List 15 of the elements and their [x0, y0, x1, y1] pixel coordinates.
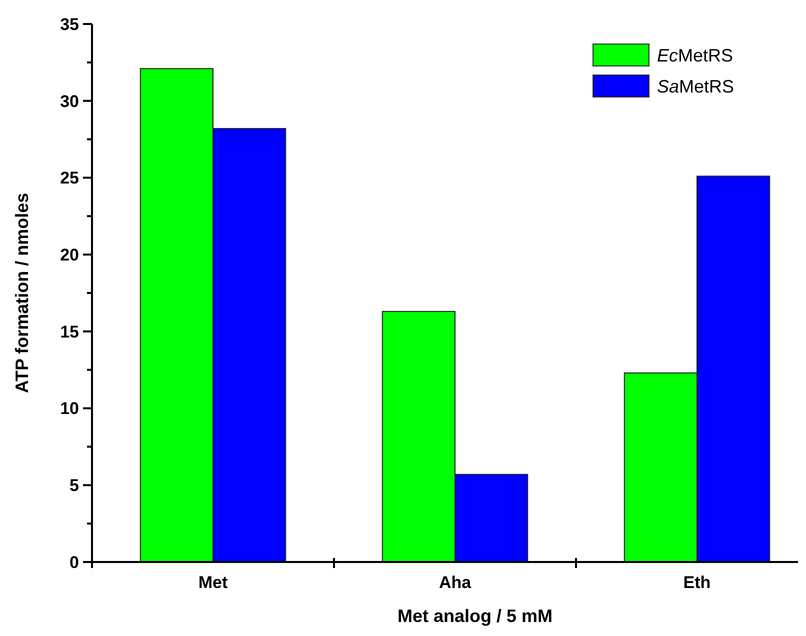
y-tick-label: 5	[70, 476, 79, 496]
y-tick-label: 20	[60, 246, 79, 265]
y-tick-label: 10	[60, 399, 79, 418]
x-axis-title: Met analog / 5 mM	[397, 606, 553, 626]
y-axis-title: ATP formation / nmoles	[12, 192, 32, 394]
y-tick-label: 0	[70, 552, 79, 572]
legend-label: SaMetRS	[657, 76, 734, 96]
y-tick-label: 25	[60, 168, 79, 188]
x-tick-label: Aha	[438, 573, 472, 592]
legend-label: EcMetRS	[657, 45, 734, 66]
x-tick-label: Met	[198, 573, 228, 592]
y-tick-label: 30	[60, 92, 79, 111]
x-tick-label: Eth	[683, 573, 711, 592]
y-tick-label: 15	[60, 322, 79, 342]
y-tick-label: 35	[60, 14, 79, 34]
